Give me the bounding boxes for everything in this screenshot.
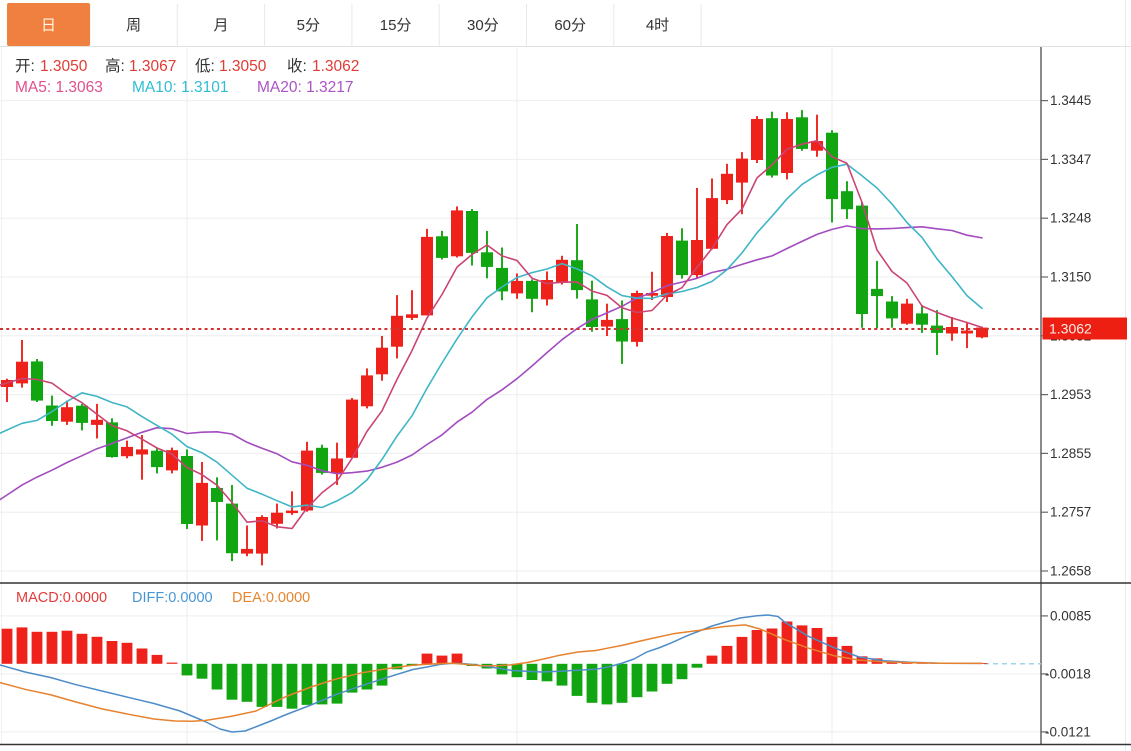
svg-text:5分: 5分 (297, 17, 320, 34)
svg-text:1.3062: 1.3062 (1049, 321, 1092, 337)
svg-text:高:: 高: (105, 57, 125, 75)
svg-text:1.2855: 1.2855 (1050, 446, 1091, 461)
svg-text:MA10: 1.3101: MA10: 1.3101 (132, 79, 229, 96)
svg-text:1.3347: 1.3347 (1050, 152, 1091, 167)
svg-text:1.3445: 1.3445 (1050, 93, 1091, 108)
svg-text:开:: 开: (15, 58, 35, 75)
svg-text:1.2658: 1.2658 (1050, 564, 1091, 579)
svg-text:-0.0018: -0.0018 (1045, 666, 1091, 681)
svg-text:周: 周 (126, 17, 141, 34)
svg-text:15分: 15分 (380, 17, 412, 34)
svg-text:MACD:0.0000: MACD:0.0000 (16, 590, 107, 606)
svg-text:1.2953: 1.2953 (1050, 387, 1091, 402)
svg-text:MA20: 1.3217: MA20: 1.3217 (257, 79, 354, 96)
svg-text:4时: 4时 (646, 17, 669, 34)
svg-text:1.2757: 1.2757 (1050, 505, 1091, 520)
svg-text:1.3062: 1.3062 (312, 58, 359, 75)
svg-text:0.0085: 0.0085 (1050, 608, 1091, 623)
svg-text:日: 日 (41, 17, 56, 34)
svg-text:1.3150: 1.3150 (1050, 270, 1091, 285)
svg-text:DIFF:0.0000: DIFF:0.0000 (132, 590, 213, 606)
svg-text:收:: 收: (287, 57, 307, 75)
svg-text:30分: 30分 (467, 17, 499, 34)
svg-text:1.3050: 1.3050 (219, 58, 267, 75)
svg-text:1.3067: 1.3067 (129, 58, 176, 75)
svg-text:1.3248: 1.3248 (1050, 211, 1091, 226)
svg-text:60分: 60分 (554, 17, 586, 34)
svg-text:-0.0121: -0.0121 (1045, 724, 1091, 739)
svg-text:月: 月 (213, 17, 228, 34)
svg-text:低:: 低: (195, 57, 215, 75)
svg-text:1.3050: 1.3050 (40, 58, 88, 75)
svg-text:MA5: 1.3063: MA5: 1.3063 (15, 79, 103, 96)
svg-text:DEA:0.0000: DEA:0.0000 (232, 590, 310, 606)
